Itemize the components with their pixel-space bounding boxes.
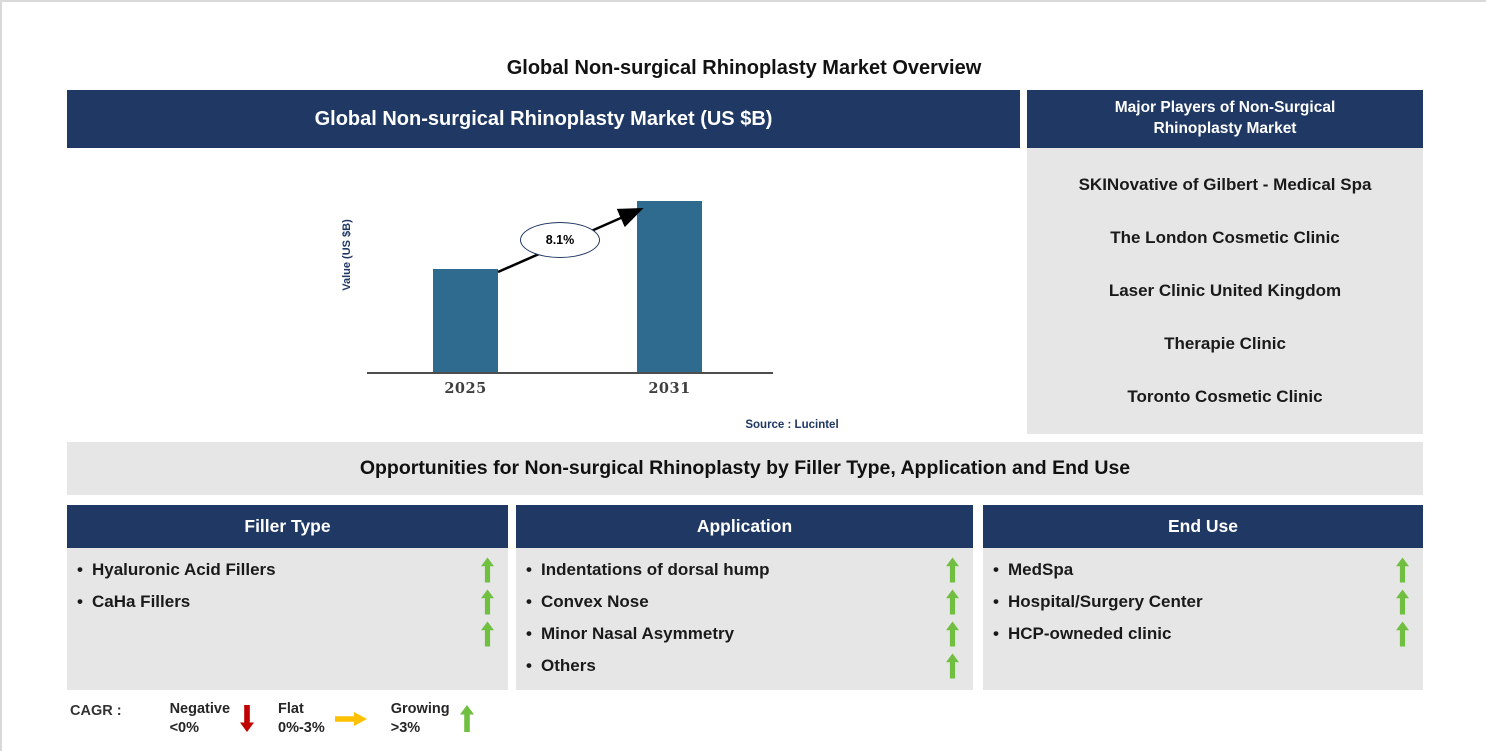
major-players-header: Major Players of Non-Surgical Rhinoplast… — [1027, 90, 1423, 148]
source-note: Source : Lucintel — [745, 419, 839, 431]
opportunity-label: Indentations of dorsal hump — [541, 560, 770, 579]
up-arrow-icon — [481, 589, 494, 615]
opportunity-label: Hospital/Surgery Center — [1008, 592, 1203, 611]
cagr-badge: 8.1% — [520, 222, 600, 258]
column-body-filler-type: • Hyaluronic Acid Fillers • CaHa Fillers — [67, 548, 508, 690]
player-item: The London Cosmetic Clinic — [1110, 227, 1340, 247]
up-arrow-icon — [1396, 589, 1409, 615]
opportunity-item — [77, 618, 494, 650]
down-arrow-icon — [240, 705, 255, 733]
legend-range: <0% — [169, 719, 199, 736]
legend-text: Flat 0%-3% — [278, 700, 325, 738]
legend-item-flat: Flat 0%-3% — [278, 700, 367, 738]
column-header-end-use: End Use — [983, 505, 1423, 548]
up-arrow-icon — [1396, 557, 1409, 583]
bullet-icon: • — [993, 592, 999, 611]
cagr-value: 8.1% — [545, 233, 575, 247]
cagr-legend-label: CAGR : — [70, 703, 122, 719]
legend-item-growing: Growing >3% — [391, 700, 474, 738]
y-axis-label: Value (US $B) — [341, 219, 353, 291]
growth-arrow-icon — [497, 207, 644, 274]
up-arrow-icon — [946, 621, 959, 647]
legend-item-negative: Negative <0% — [170, 700, 255, 738]
market-chart-title-bar: Global Non-surgical Rhinoplasty Market (… — [67, 90, 1020, 148]
cagr-legend: CAGR : Negative <0% Flat 0%-3% Growing >… — [70, 700, 498, 738]
opportunity-label: CaHa Fillers — [92, 592, 191, 611]
column-body-application: • Indentations of dorsal hump • Convex N… — [516, 548, 973, 690]
bullet-icon: • — [77, 592, 83, 611]
legend-name: Flat — [278, 701, 304, 717]
opportunity-item: • Convex Nose — [526, 586, 959, 618]
legend-name: Negative — [169, 701, 231, 717]
opportunity-label: Hyaluronic Acid Fillers — [92, 560, 276, 579]
opportunity-item: • Hospital/Surgery Center — [993, 586, 1409, 618]
up-arrow-icon — [459, 705, 474, 733]
opportunity-item: • Minor Nasal Asymmetry — [526, 618, 959, 650]
column-header-application: Application — [516, 505, 973, 548]
player-item: Toronto Cosmetic Clinic — [1127, 387, 1323, 407]
right-arrow-icon — [334, 711, 367, 726]
opportunity-item: • CaHa Fillers — [77, 586, 494, 618]
major-players-list: SKINovative of Gilbert - Medical Spa The… — [1027, 148, 1423, 434]
x-tick-2025: 2025 — [444, 380, 487, 397]
column-header-filler-type: Filler Type — [67, 505, 508, 548]
bullet-icon: • — [993, 560, 999, 579]
opportunity-item: • Indentations of dorsal hump — [526, 554, 959, 586]
legend-text: Growing >3% — [391, 700, 450, 738]
up-arrow-icon — [1396, 621, 1409, 647]
player-item: SKINovative of Gilbert - Medical Spa — [1078, 174, 1372, 194]
bar-2031 — [637, 201, 702, 372]
player-item: Therapie Clinic — [1164, 334, 1286, 354]
up-arrow-icon — [946, 589, 959, 615]
up-arrow-icon — [481, 557, 494, 583]
legend-name: Growing — [390, 701, 450, 717]
opportunity-item: • HCP-owneded clinic — [993, 618, 1409, 650]
opportunities-banner: Opportunities for Non-surgical Rhinoplas… — [67, 442, 1423, 495]
opportunity-label: HCP-owneded clinic — [1008, 624, 1172, 643]
x-tick-2031: 2031 — [648, 380, 691, 397]
legend-range: 0%-3% — [278, 719, 325, 736]
legend-range: >3% — [390, 719, 421, 736]
player-item: Laser Clinic United Kingdom — [1108, 280, 1342, 300]
up-arrow-icon — [481, 621, 494, 647]
up-arrow-icon — [946, 557, 959, 583]
opportunity-label: Others — [541, 656, 596, 675]
legend-text: Negative <0% — [170, 700, 230, 738]
market-bar-chart: Value (US $B) 8.1% 2025 2031 Source : Lu… — [67, 148, 1020, 434]
x-axis-line — [367, 372, 773, 374]
opportunity-item: • Others — [526, 650, 959, 682]
up-arrow-icon — [946, 653, 959, 679]
opportunity-label: MedSpa — [1008, 560, 1074, 579]
column-body-end-use: • MedSpa • Hospital/Surgery Center • HCP… — [983, 548, 1423, 690]
bullet-icon: • — [526, 624, 532, 643]
bullet-icon: • — [77, 560, 83, 579]
bullet-icon: • — [526, 592, 532, 611]
page-title: Global Non-surgical Rhinoplasty Market O… — [506, 57, 982, 79]
bullet-icon: • — [993, 624, 999, 643]
bullet-icon: • — [526, 560, 532, 579]
opportunity-label: Convex Nose — [541, 592, 649, 611]
opportunity-item: • Hyaluronic Acid Fillers — [77, 554, 494, 586]
bar-2025 — [433, 269, 498, 372]
opportunity-label: Minor Nasal Asymmetry — [541, 624, 735, 643]
opportunity-item: • MedSpa — [993, 554, 1409, 586]
bullet-icon: • — [526, 656, 532, 675]
